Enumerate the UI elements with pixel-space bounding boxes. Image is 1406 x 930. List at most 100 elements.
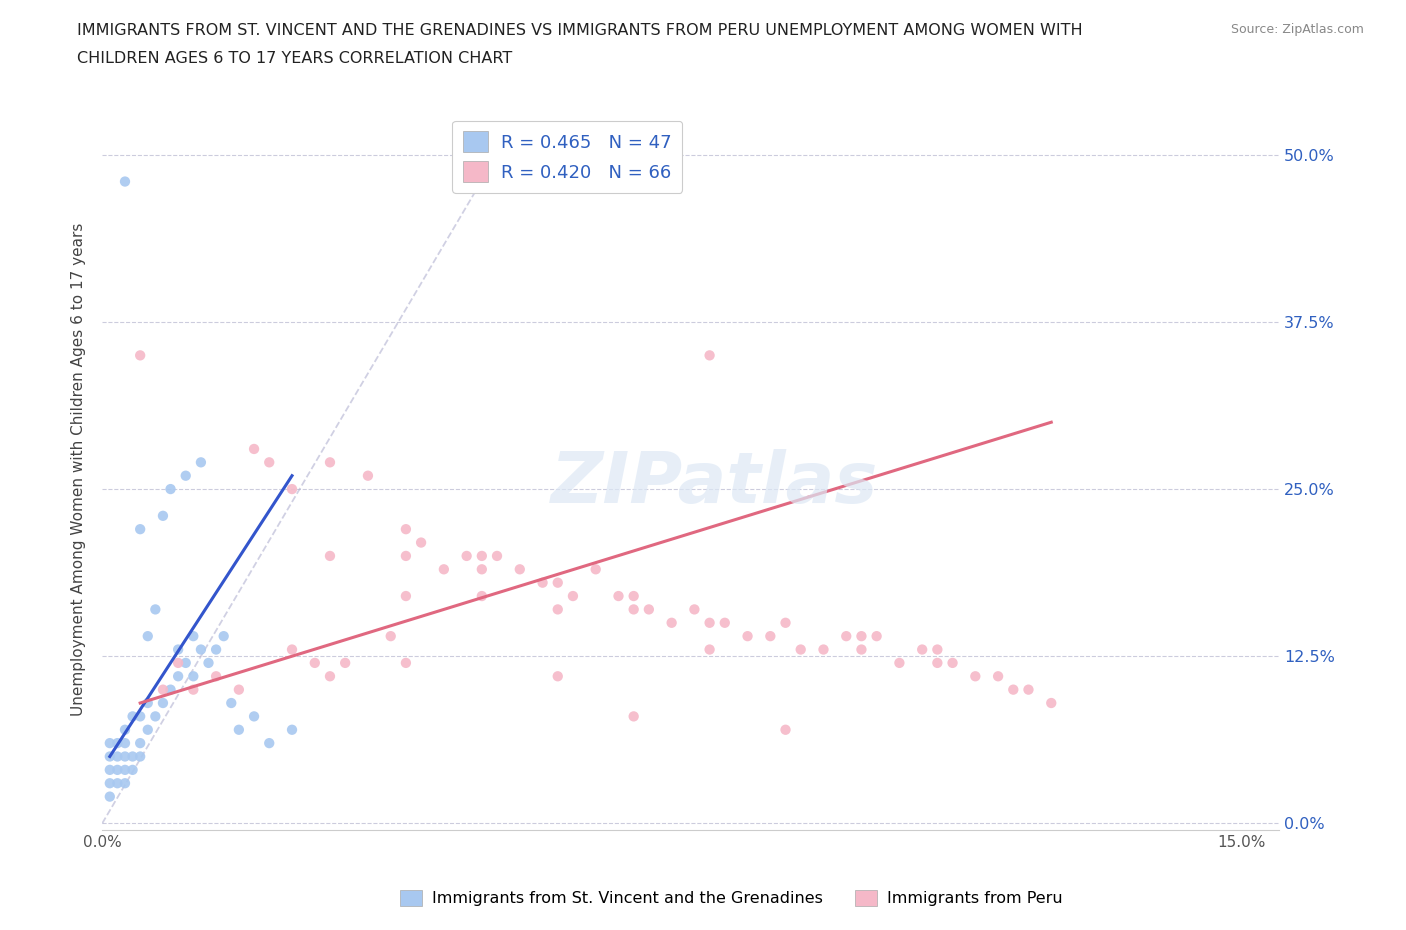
Point: [152, 683, 174, 698]
Point: [257, 455, 280, 470]
Point: [1017, 683, 1039, 698]
Point: [129, 736, 152, 751]
Point: [547, 669, 569, 684]
Point: [98, 790, 121, 804]
Text: ZIPatlas: ZIPatlas: [551, 449, 877, 518]
Point: [105, 736, 128, 751]
Point: [456, 549, 478, 564]
Point: [433, 562, 456, 577]
Point: [167, 669, 190, 684]
Point: [851, 642, 873, 657]
Point: [190, 642, 212, 657]
Point: [129, 522, 152, 537]
Point: [114, 723, 136, 737]
Point: [121, 763, 143, 777]
Point: [98, 736, 121, 751]
Point: [713, 616, 735, 631]
Point: [129, 749, 152, 764]
Point: [212, 629, 235, 644]
Point: [129, 348, 152, 363]
Point: [167, 642, 190, 657]
Point: [121, 749, 143, 764]
Point: [136, 696, 159, 711]
Point: [205, 669, 228, 684]
Point: [965, 669, 987, 684]
Point: [547, 576, 569, 591]
Point: [98, 749, 121, 764]
Point: [471, 549, 494, 564]
Text: CHILDREN AGES 6 TO 17 YEARS CORRELATION CHART: CHILDREN AGES 6 TO 17 YEARS CORRELATION …: [77, 51, 513, 66]
Point: [205, 642, 228, 657]
Point: [319, 669, 342, 684]
Point: [105, 749, 128, 764]
Point: [281, 642, 304, 657]
Text: Source: ZipAtlas.com: Source: ZipAtlas.com: [1230, 23, 1364, 36]
Point: [114, 776, 136, 790]
Point: [395, 656, 418, 671]
Point: [637, 602, 659, 617]
Point: [1002, 683, 1025, 698]
Point: [143, 709, 166, 724]
Point: [243, 442, 266, 457]
Point: [243, 709, 266, 724]
Point: [105, 763, 128, 777]
Point: [181, 669, 204, 684]
Point: [865, 629, 887, 644]
Point: [585, 562, 607, 577]
Point: [159, 482, 181, 497]
Point: [775, 723, 797, 737]
Point: [319, 549, 342, 564]
Point: [114, 763, 136, 777]
Point: [409, 535, 432, 550]
Point: [98, 763, 121, 777]
Point: [737, 629, 759, 644]
Point: [813, 642, 835, 657]
Point: [1040, 696, 1063, 711]
Point: [105, 776, 128, 790]
Y-axis label: Unemployment Among Women with Children Ages 6 to 17 years: Unemployment Among Women with Children A…: [72, 222, 86, 716]
Point: [114, 736, 136, 751]
Point: [357, 469, 380, 484]
Point: [661, 616, 683, 631]
Point: [775, 616, 797, 631]
Point: [471, 589, 494, 604]
Point: [159, 683, 181, 698]
Point: [623, 602, 645, 617]
Point: [380, 629, 402, 644]
Point: [190, 455, 212, 470]
Point: [759, 629, 782, 644]
Point: [789, 642, 811, 657]
Point: [395, 522, 418, 537]
Point: [181, 683, 204, 698]
Point: [699, 348, 721, 363]
Point: [987, 669, 1010, 684]
Point: [395, 589, 418, 604]
Legend: R = 0.465   N = 47, R = 0.420   N = 66: R = 0.465 N = 47, R = 0.420 N = 66: [451, 121, 682, 193]
Point: [835, 629, 858, 644]
Point: [485, 549, 508, 564]
Point: [121, 709, 143, 724]
Point: [531, 576, 554, 591]
Point: [174, 656, 197, 671]
Point: [174, 469, 197, 484]
Legend: Immigrants from St. Vincent and the Grenadines, Immigrants from Peru: Immigrants from St. Vincent and the Gren…: [394, 884, 1069, 912]
Point: [228, 723, 250, 737]
Point: [333, 656, 356, 671]
Point: [98, 776, 121, 790]
Point: [561, 589, 583, 604]
Point: [114, 174, 136, 189]
Point: [143, 602, 166, 617]
Point: [471, 562, 494, 577]
Point: [699, 642, 721, 657]
Point: [281, 723, 304, 737]
Point: [257, 736, 280, 751]
Point: [699, 616, 721, 631]
Point: [683, 602, 706, 617]
Point: [889, 656, 911, 671]
Point: [927, 656, 949, 671]
Point: [219, 696, 242, 711]
Point: [395, 549, 418, 564]
Point: [197, 656, 219, 671]
Point: [623, 589, 645, 604]
Point: [114, 749, 136, 764]
